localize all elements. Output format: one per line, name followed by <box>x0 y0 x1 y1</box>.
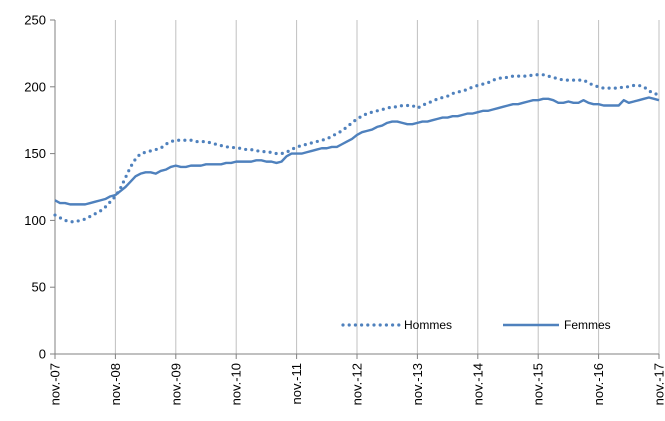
legend: Hommes Femmes <box>341 318 611 332</box>
y-tick-label: 100 <box>24 213 46 228</box>
y-tick-label: 0 <box>39 347 46 362</box>
x-tick-label: nov.-10 <box>229 363 244 405</box>
y-axis-ticks: 0 50 100 150 200 250 <box>24 13 55 362</box>
y-tick-label: 150 <box>24 146 46 161</box>
series-lines <box>53 73 661 224</box>
x-axis-ticks: nov.-07 nov.-08 nov.-09 nov.-10 nov.-11 nov.-… <box>48 354 665 405</box>
legend-label-hommes: Hommes <box>404 318 452 332</box>
legend-label-femmes: Femmes <box>564 318 611 332</box>
y-tick-label: 250 <box>24 13 46 28</box>
x-tick-label: nov.-12 <box>350 363 365 405</box>
x-tick-label: nov.-11 <box>289 363 304 404</box>
x-tick-label: nov.-15 <box>531 363 546 405</box>
x-tick-label: nov.-08 <box>108 363 123 405</box>
x-tick-label: nov.-07 <box>48 363 63 405</box>
series-line-hommes <box>53 73 661 224</box>
series-line-femmes <box>54 96 660 206</box>
x-tick-label: nov.-14 <box>470 363 485 405</box>
x-tick-label: nov.-17 <box>652 363 665 405</box>
x-tick-label: nov.-09 <box>168 363 183 405</box>
y-tick-label: 50 <box>32 280 46 295</box>
y-tick-label: 200 <box>24 79 46 94</box>
x-tick-label: nov.-13 <box>410 363 425 405</box>
x-tick-label: nov.-16 <box>591 363 606 405</box>
